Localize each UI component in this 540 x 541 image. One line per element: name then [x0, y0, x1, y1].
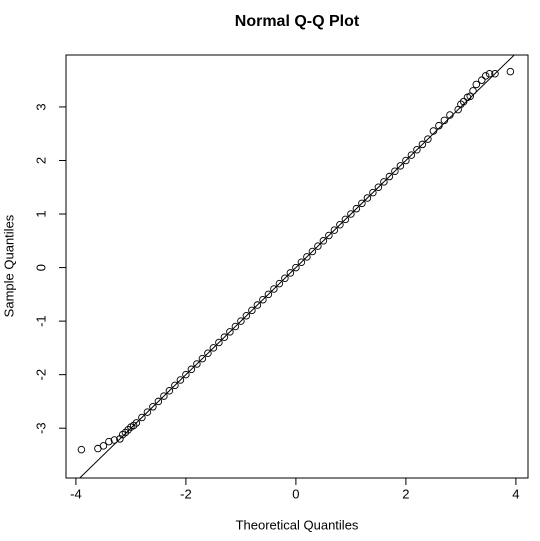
point [165, 386, 174, 395]
point [325, 231, 333, 240]
x-tick-label: 0 [292, 486, 299, 501]
point [446, 111, 454, 119]
point [149, 403, 157, 411]
point [469, 87, 477, 95]
x-tick-label: -4 [70, 486, 82, 501]
point [319, 237, 328, 245]
point [231, 322, 240, 331]
point [440, 116, 449, 125]
point [132, 419, 141, 427]
y-tick-label: -2 [33, 369, 48, 381]
y-tick-label: -1 [33, 315, 48, 327]
point [481, 72, 490, 80]
point [380, 178, 388, 186]
point [264, 290, 273, 299]
x-tick-label: 4 [512, 486, 519, 501]
point [485, 69, 494, 78]
point [281, 274, 289, 283]
point [143, 408, 152, 416]
point [352, 204, 361, 213]
point [121, 428, 130, 437]
point [402, 156, 410, 165]
point [358, 199, 366, 208]
point [347, 210, 355, 218]
point [385, 172, 394, 181]
point [270, 285, 278, 293]
point [187, 365, 196, 374]
point [330, 226, 339, 234]
x-tick-label: 2 [402, 486, 409, 501]
point [160, 392, 168, 400]
point [248, 306, 256, 315]
point [297, 258, 306, 266]
point [226, 328, 234, 336]
point [314, 242, 322, 250]
point [407, 151, 416, 159]
y-tick-label: 0 [33, 264, 48, 271]
point [110, 436, 119, 444]
point [396, 162, 405, 170]
point [204, 349, 212, 357]
point [253, 301, 262, 309]
point [336, 220, 344, 229]
point [391, 167, 399, 175]
point [176, 376, 185, 384]
plot-area [79, 55, 515, 478]
point [413, 146, 421, 154]
point [237, 317, 245, 325]
point [209, 344, 218, 352]
chart-title: Normal Q-Q Plot [235, 13, 360, 30]
point [457, 100, 465, 109]
point [171, 381, 179, 390]
point [435, 121, 443, 130]
y-tick-label: 3 [33, 103, 48, 110]
point [418, 140, 427, 149]
point [459, 97, 468, 106]
point [99, 442, 108, 450]
y-tick-label: 2 [33, 157, 48, 164]
y-tick-label: -3 [33, 422, 48, 434]
point [292, 263, 300, 272]
point [275, 279, 284, 288]
point [242, 312, 251, 320]
point [182, 370, 190, 379]
point [491, 69, 499, 78]
point [303, 253, 311, 261]
point [77, 445, 86, 454]
point [154, 397, 163, 406]
y-axis-title: Sample Quantiles [1, 214, 16, 317]
point [220, 333, 229, 341]
point [341, 215, 350, 224]
point [478, 76, 486, 84]
qq-reference-line [79, 55, 515, 478]
point [198, 354, 207, 363]
point [308, 247, 317, 256]
y-tick-label: 1 [33, 210, 48, 217]
point [369, 188, 377, 197]
point [374, 183, 383, 192]
point [424, 135, 432, 143]
point [105, 437, 113, 446]
point [429, 127, 438, 135]
x-tick-label: -2 [180, 486, 192, 501]
point [286, 269, 295, 277]
point [124, 426, 132, 434]
point [472, 80, 481, 89]
point [193, 360, 201, 368]
plot-frame [65, 54, 529, 479]
point [259, 295, 267, 304]
point [215, 338, 223, 347]
point [506, 67, 515, 76]
point [363, 194, 372, 202]
point [138, 413, 146, 422]
point [129, 421, 138, 430]
x-axis-title: Theoretical Quantiles [236, 517, 359, 532]
